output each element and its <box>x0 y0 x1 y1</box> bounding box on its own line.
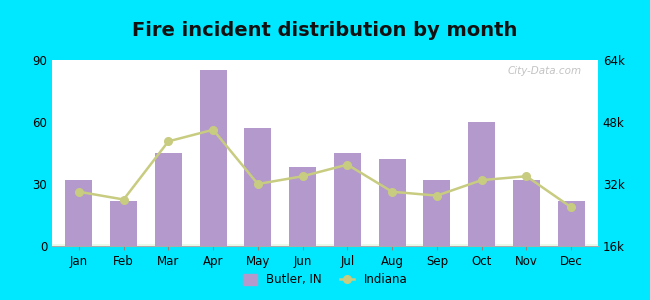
Bar <box>468 122 495 246</box>
Bar <box>111 200 137 246</box>
Bar <box>379 159 406 246</box>
Bar <box>200 70 227 246</box>
Bar <box>244 128 271 246</box>
Bar <box>66 180 92 246</box>
Bar <box>289 167 316 246</box>
Text: City-Data.com: City-Data.com <box>508 66 582 76</box>
Legend: Butler, IN, Indiana: Butler, IN, Indiana <box>238 269 412 291</box>
Bar <box>513 180 540 246</box>
Text: Fire incident distribution by month: Fire incident distribution by month <box>133 21 517 40</box>
Bar <box>558 200 584 246</box>
Bar <box>155 153 182 246</box>
Bar <box>334 153 361 246</box>
Bar <box>423 180 450 246</box>
